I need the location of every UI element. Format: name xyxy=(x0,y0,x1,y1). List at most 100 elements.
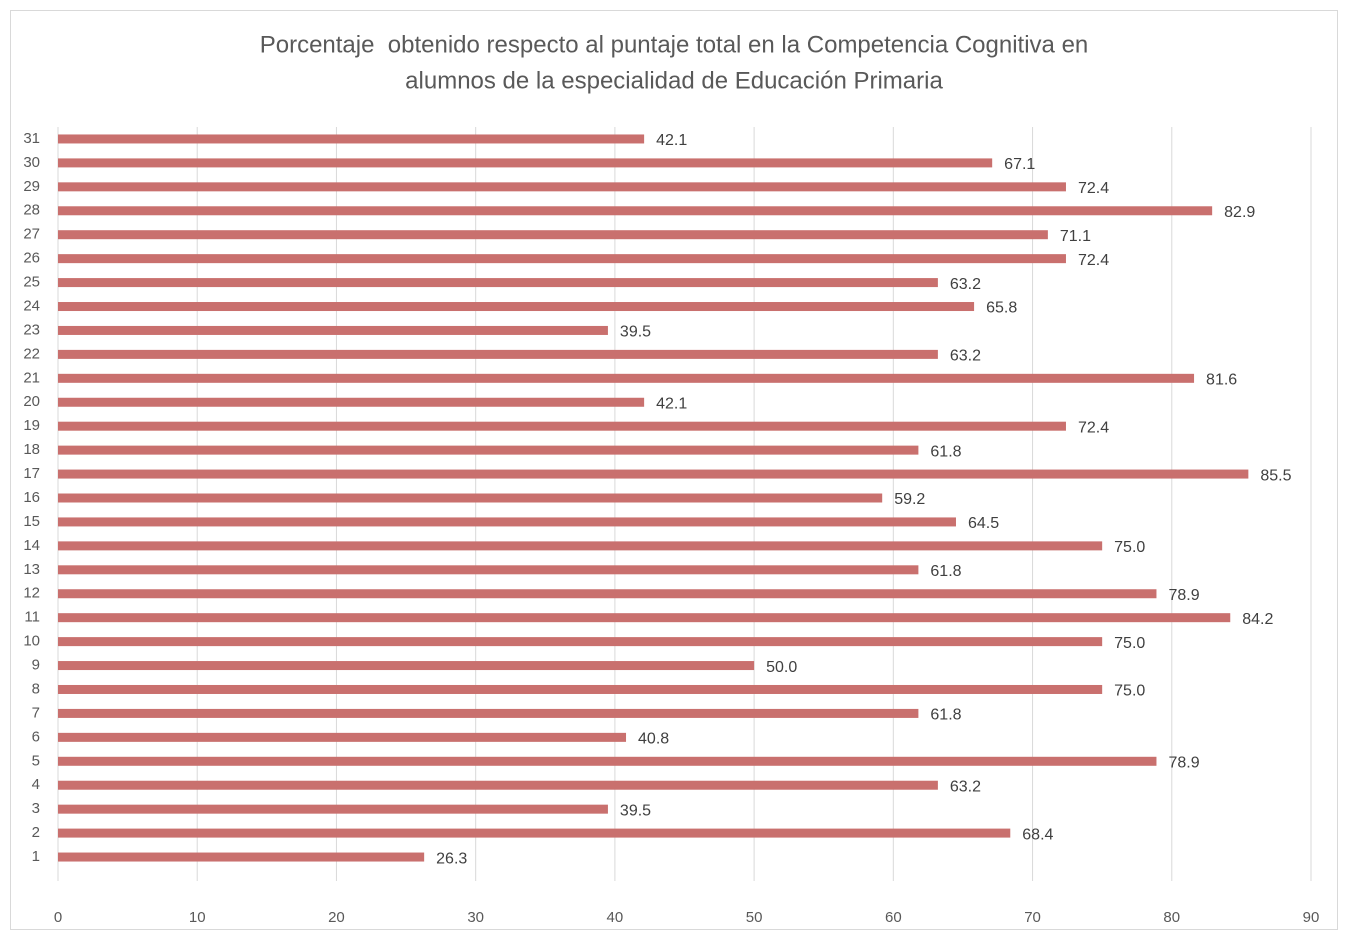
value-label: 85.5 xyxy=(1260,467,1291,484)
chart-title: Porcentaje obtenido respecto al puntaje … xyxy=(260,31,1089,58)
bar xyxy=(58,325,608,335)
y-tick-label: 7 xyxy=(32,704,40,721)
bar xyxy=(58,397,645,407)
y-tick-label: 18 xyxy=(23,441,40,458)
bar xyxy=(58,182,1066,192)
value-label: 75.0 xyxy=(1114,635,1145,652)
value-label: 39.5 xyxy=(620,802,651,819)
bar xyxy=(58,708,919,718)
bar xyxy=(58,254,1066,264)
value-label: 26.3 xyxy=(436,850,467,867)
value-label: 42.1 xyxy=(656,395,687,412)
bar xyxy=(58,278,938,288)
y-tick-label: 11 xyxy=(24,609,40,626)
x-tick-label: 50 xyxy=(746,909,763,926)
value-label: 72.4 xyxy=(1078,419,1109,436)
value-label: 63.2 xyxy=(950,778,981,795)
x-tick-label: 60 xyxy=(885,909,902,926)
y-tick-label: 25 xyxy=(23,274,40,291)
y-tick-label: 30 xyxy=(23,154,40,171)
x-tick-label: 90 xyxy=(1303,909,1320,926)
value-label: 75.0 xyxy=(1114,539,1145,556)
chart-title: alumnos de la especialidad de Educación … xyxy=(405,67,943,94)
y-tick-label: 29 xyxy=(23,178,40,195)
y-tick-label: 23 xyxy=(23,321,40,338)
bar xyxy=(58,828,1011,838)
value-label: 68.4 xyxy=(1022,826,1053,843)
y-tick-label: 1 xyxy=(32,848,40,865)
value-label: 50.0 xyxy=(766,659,797,676)
y-tick-label: 21 xyxy=(23,369,40,386)
y-tick-label: 15 xyxy=(23,513,40,530)
bar xyxy=(58,373,1195,383)
value-label: 71.1 xyxy=(1060,228,1091,245)
y-tick-label: 22 xyxy=(23,345,40,362)
y-tick-label: 9 xyxy=(32,657,40,674)
y-tick-label: 20 xyxy=(23,393,40,410)
bar xyxy=(58,349,938,359)
value-label: 39.5 xyxy=(620,324,651,341)
value-label: 84.2 xyxy=(1242,611,1273,628)
y-tick-label: 26 xyxy=(23,250,40,267)
x-tick-label: 10 xyxy=(189,909,206,926)
y-tick-label: 12 xyxy=(23,585,40,602)
bar xyxy=(58,804,608,814)
bar xyxy=(58,589,1157,599)
y-tick-label: 31 xyxy=(23,130,40,147)
value-label: 78.9 xyxy=(1168,755,1199,772)
x-tick-label: 20 xyxy=(328,909,345,926)
bar xyxy=(58,613,1231,623)
y-tick-label: 4 xyxy=(32,776,40,793)
value-label: 64.5 xyxy=(968,515,999,532)
y-tick-label: 27 xyxy=(23,226,40,243)
value-label: 82.9 xyxy=(1224,204,1255,221)
bar xyxy=(58,134,645,144)
value-label: 59.2 xyxy=(894,491,925,508)
bar xyxy=(58,780,938,790)
value-label: 72.4 xyxy=(1078,252,1109,269)
value-label: 65.8 xyxy=(986,300,1017,317)
x-tick-label: 80 xyxy=(1163,909,1180,926)
y-tick-label: 28 xyxy=(23,202,40,219)
bar xyxy=(58,517,956,527)
x-tick-label: 40 xyxy=(607,909,624,926)
y-tick-label: 13 xyxy=(23,561,40,578)
value-label: 63.2 xyxy=(950,348,981,365)
value-label: 61.8 xyxy=(930,443,961,460)
bar xyxy=(58,206,1213,216)
value-label: 42.1 xyxy=(656,132,687,149)
bar xyxy=(58,493,883,503)
bar xyxy=(58,469,1249,479)
bar xyxy=(58,158,993,168)
bar xyxy=(58,684,1103,694)
value-label: 67.1 xyxy=(1004,156,1035,173)
bar xyxy=(58,637,1103,647)
y-tick-label: 6 xyxy=(32,728,40,745)
bar xyxy=(58,565,919,575)
bar xyxy=(58,230,1048,240)
y-tick-label: 8 xyxy=(32,680,40,697)
bar xyxy=(58,852,425,862)
value-label: 75.0 xyxy=(1114,683,1145,700)
bar xyxy=(58,756,1157,766)
bar xyxy=(58,445,919,455)
value-label: 78.9 xyxy=(1168,587,1199,604)
y-tick-label: 16 xyxy=(23,489,40,506)
y-tick-label: 2 xyxy=(32,824,40,841)
y-tick-label: 3 xyxy=(32,800,40,817)
y-tick-label: 17 xyxy=(23,465,40,482)
y-tick-label: 10 xyxy=(23,633,40,650)
x-tick-label: 70 xyxy=(1024,909,1041,926)
value-label: 72.4 xyxy=(1078,180,1109,197)
value-label: 63.2 xyxy=(950,276,981,293)
bar xyxy=(58,541,1103,551)
bar xyxy=(58,421,1066,431)
x-tick-label: 0 xyxy=(54,909,62,926)
y-tick-label: 14 xyxy=(23,537,40,554)
value-label: 40.8 xyxy=(638,731,669,748)
value-label: 61.8 xyxy=(930,707,961,724)
y-tick-label: 24 xyxy=(23,297,40,314)
value-label: 61.8 xyxy=(930,563,961,580)
bar xyxy=(58,302,975,312)
